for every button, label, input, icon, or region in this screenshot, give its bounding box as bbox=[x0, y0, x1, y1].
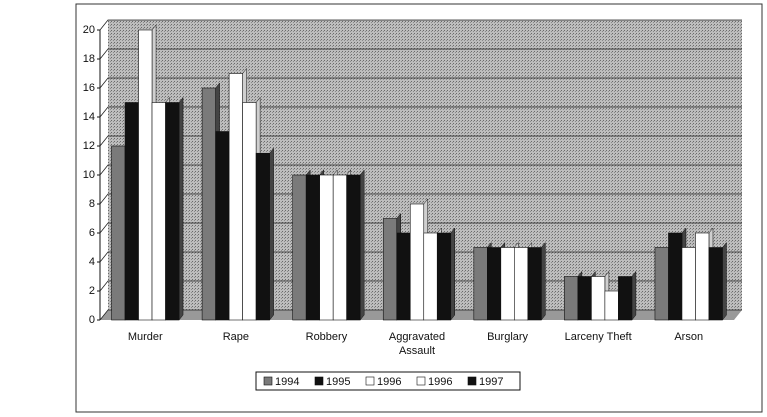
bar bbox=[111, 145, 126, 321]
bar bbox=[305, 174, 320, 321]
bar bbox=[564, 276, 579, 321]
bar bbox=[215, 131, 230, 321]
bar bbox=[255, 152, 270, 321]
bar bbox=[604, 290, 619, 321]
bar bbox=[473, 247, 488, 321]
bar bbox=[201, 87, 216, 321]
grid-line bbox=[99, 222, 742, 234]
bar bbox=[591, 276, 606, 321]
grid-line bbox=[99, 19, 742, 31]
grid-line bbox=[99, 77, 742, 89]
legend-label: 1996 bbox=[377, 376, 401, 388]
bar bbox=[708, 247, 723, 321]
y-tick-label: 14 bbox=[83, 111, 95, 123]
legend-swatch bbox=[416, 376, 426, 386]
grid-line bbox=[99, 106, 742, 118]
grid-line bbox=[99, 135, 742, 147]
y-tick-label: 8 bbox=[89, 198, 95, 210]
bar bbox=[436, 232, 452, 321]
y-tick-label: 4 bbox=[89, 256, 95, 268]
y-tick-label: 16 bbox=[83, 82, 95, 94]
bar bbox=[654, 247, 669, 321]
grid-line bbox=[99, 164, 742, 176]
y-tick-label: 2 bbox=[89, 285, 95, 297]
legend-label: 1995 bbox=[326, 376, 350, 388]
legend-label: 1996 bbox=[428, 376, 452, 388]
bar bbox=[228, 73, 243, 321]
bar bbox=[151, 102, 166, 321]
bar bbox=[527, 247, 542, 321]
bar-side bbox=[359, 169, 365, 321]
bar-side bbox=[722, 241, 727, 321]
bar bbox=[514, 247, 529, 321]
bar bbox=[487, 247, 502, 321]
legend-box bbox=[255, 371, 521, 391]
x-tick-label: Robbery bbox=[305, 331, 348, 343]
bar bbox=[319, 174, 334, 321]
bar-side bbox=[269, 147, 274, 321]
x-tick-label: Larceny Theft bbox=[564, 331, 632, 343]
frame bbox=[75, 3, 763, 413]
grid-line bbox=[99, 48, 742, 60]
bar bbox=[423, 232, 438, 321]
bar-side bbox=[541, 241, 546, 321]
bar bbox=[695, 232, 710, 321]
y-tick-label: 20 bbox=[83, 24, 95, 36]
bar bbox=[668, 232, 683, 321]
x-tick-label: Arson bbox=[674, 331, 704, 343]
bar bbox=[138, 29, 153, 321]
bar bbox=[396, 232, 411, 321]
bar bbox=[382, 218, 398, 321]
legend-swatch bbox=[314, 376, 324, 386]
x-tick-label: Aggravated Assault bbox=[388, 331, 446, 357]
bar-side bbox=[450, 227, 455, 321]
bar bbox=[332, 174, 347, 321]
bar-side bbox=[631, 270, 637, 321]
bar bbox=[346, 174, 361, 321]
bar bbox=[242, 102, 257, 321]
bar bbox=[500, 247, 515, 321]
bar bbox=[681, 247, 696, 321]
x-tick-label: Burglary bbox=[487, 331, 529, 343]
bar bbox=[292, 174, 307, 321]
legend-label: 1997 bbox=[479, 376, 503, 388]
legend-swatch bbox=[263, 376, 273, 386]
bar-side bbox=[178, 96, 184, 321]
bar bbox=[165, 102, 180, 321]
grid-line bbox=[99, 193, 742, 205]
bar bbox=[577, 276, 592, 321]
legend-swatch bbox=[467, 376, 477, 386]
y-tick-label: 18 bbox=[83, 53, 95, 65]
legend-label: 1994 bbox=[275, 376, 299, 388]
legend-swatch bbox=[365, 376, 375, 386]
x-tick-label: Rape bbox=[222, 331, 249, 343]
y-tick-label: 0 bbox=[89, 314, 95, 326]
bar bbox=[409, 203, 425, 321]
bar bbox=[618, 276, 633, 321]
y-tick-label: 6 bbox=[89, 227, 95, 239]
y-tick-label: 10 bbox=[83, 169, 95, 181]
x-tick-label: Murder bbox=[127, 331, 163, 343]
bar bbox=[124, 102, 139, 321]
y-tick-label: 12 bbox=[83, 140, 95, 152]
